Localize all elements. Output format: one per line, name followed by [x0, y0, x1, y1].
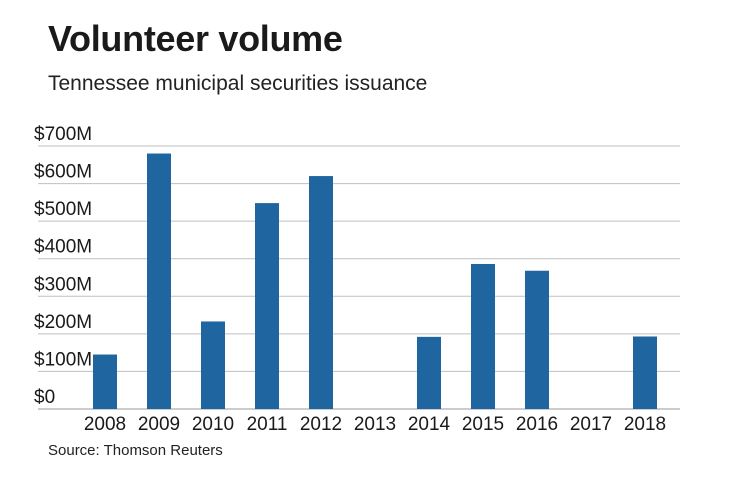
bar-2012: [309, 176, 333, 409]
bar-2011: [255, 203, 279, 409]
bars: [93, 153, 657, 409]
bar-2014: [417, 336, 441, 409]
bar-2008: [93, 354, 117, 409]
bar-2009: [147, 153, 171, 409]
gridlines: [38, 145, 680, 410]
x-tick-label: 2013: [354, 414, 396, 435]
x-tick-label: 2009: [138, 414, 180, 435]
source-note: Source: Thomson Reuters: [48, 442, 223, 459]
chart-title: Volunteer volume: [48, 18, 343, 59]
y-tick-label: $600M: [34, 162, 92, 183]
y-tick-label: $500M: [34, 199, 92, 220]
y-tick-label: $100M: [34, 349, 92, 370]
x-tick-label: 2010: [192, 414, 234, 435]
x-tick-label: 2018: [624, 414, 666, 435]
bar-2015: [471, 263, 495, 409]
x-axis-ticks: 2008 2009 2010 2011 2012 2013 2014 2015 2016 2017…: [84, 414, 666, 435]
x-tick-label: 2012: [300, 414, 342, 435]
bar-2016: [525, 270, 549, 409]
x-tick-label: 2015: [462, 414, 504, 435]
x-tick-label: 2014: [408, 414, 451, 435]
y-axis-ticks: $0 $100M $200M $300M $400M $500M $600M $700M: [34, 124, 92, 408]
x-tick-label: 2008: [84, 414, 126, 435]
x-tick-label: 2017: [570, 414, 612, 435]
x-tick-label: 2011: [247, 414, 288, 435]
y-tick-label: $700M: [34, 124, 92, 145]
x-tick-label: 2016: [516, 414, 558, 435]
y-tick-label: $300M: [34, 274, 92, 295]
bar-2018: [633, 336, 657, 409]
bar-2010: [201, 321, 225, 409]
y-tick-label: $0: [34, 387, 55, 408]
chart-subtitle: Tennessee municipal securities issuance: [48, 72, 428, 95]
y-tick-label: $400M: [34, 237, 92, 258]
y-tick-label: $200M: [34, 312, 92, 333]
